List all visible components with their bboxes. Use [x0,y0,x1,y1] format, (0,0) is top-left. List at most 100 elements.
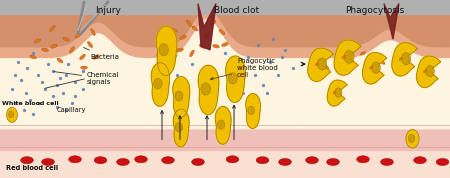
Text: Injury: Injury [95,6,121,15]
Ellipse shape [333,91,336,94]
Ellipse shape [210,20,216,26]
Ellipse shape [80,54,86,60]
Ellipse shape [70,47,74,53]
Ellipse shape [75,33,81,38]
Ellipse shape [162,157,175,164]
Text: Red blood cell: Red blood cell [6,165,58,171]
Ellipse shape [68,156,81,163]
Ellipse shape [356,156,369,163]
Ellipse shape [199,44,206,48]
Ellipse shape [381,158,393,166]
Ellipse shape [325,65,329,70]
Ellipse shape [81,66,87,69]
Ellipse shape [335,88,342,97]
Text: Blood clot: Blood clot [215,6,260,15]
Ellipse shape [176,123,183,132]
Ellipse shape [171,28,177,32]
Polygon shape [308,48,333,81]
Ellipse shape [402,55,408,59]
Ellipse shape [217,120,225,129]
Text: Chemical
signals: Chemical signals [54,72,119,85]
Ellipse shape [91,29,95,35]
Polygon shape [327,80,347,106]
Ellipse shape [192,158,204,166]
Ellipse shape [315,62,319,66]
Ellipse shape [279,158,292,166]
Ellipse shape [34,39,40,43]
Polygon shape [198,65,219,115]
Ellipse shape [57,58,63,63]
Polygon shape [156,26,177,75]
Polygon shape [215,106,231,144]
Polygon shape [363,53,387,84]
Ellipse shape [171,55,177,59]
Ellipse shape [135,156,148,163]
Ellipse shape [117,158,130,166]
Ellipse shape [153,78,162,89]
Polygon shape [198,4,216,50]
Ellipse shape [327,158,339,166]
Text: Bacteria: Bacteria [84,47,119,60]
Ellipse shape [94,157,107,164]
Polygon shape [226,56,245,103]
Ellipse shape [342,55,346,59]
Ellipse shape [406,130,419,148]
Ellipse shape [256,157,269,164]
Ellipse shape [175,91,183,101]
Ellipse shape [7,107,18,122]
Ellipse shape [159,44,168,56]
Text: White blood cell: White blood cell [1,101,58,106]
Ellipse shape [436,158,449,166]
Polygon shape [173,109,189,147]
Polygon shape [173,77,190,117]
Ellipse shape [426,66,435,77]
Ellipse shape [21,157,33,164]
Ellipse shape [190,50,194,57]
Ellipse shape [162,29,168,35]
Ellipse shape [165,40,171,45]
Ellipse shape [201,83,211,95]
Ellipse shape [226,156,239,163]
Polygon shape [384,4,399,39]
Ellipse shape [63,37,69,41]
Ellipse shape [213,44,219,48]
Ellipse shape [192,26,198,31]
Ellipse shape [93,55,99,59]
Polygon shape [417,56,441,88]
Ellipse shape [409,134,414,143]
Text: Phagocytic
white blood
cell: Phagocytic white blood cell [211,58,278,80]
Polygon shape [392,43,417,76]
Ellipse shape [9,111,13,118]
Ellipse shape [156,51,162,56]
Polygon shape [151,63,170,106]
Text: Phagocytosis: Phagocytosis [346,6,405,15]
Ellipse shape [360,52,366,55]
Ellipse shape [30,55,36,59]
Polygon shape [246,94,261,129]
Ellipse shape [248,106,255,115]
Ellipse shape [187,20,191,26]
Ellipse shape [42,48,48,52]
Ellipse shape [204,33,210,39]
Ellipse shape [344,51,354,63]
Ellipse shape [50,26,55,31]
Ellipse shape [423,70,427,73]
Ellipse shape [177,48,183,52]
Polygon shape [334,40,361,75]
Ellipse shape [219,29,225,35]
Ellipse shape [380,60,385,64]
Ellipse shape [414,157,427,164]
Ellipse shape [51,44,57,48]
Ellipse shape [320,55,325,59]
Ellipse shape [222,43,228,46]
Ellipse shape [317,58,327,70]
Ellipse shape [339,48,345,52]
Ellipse shape [401,53,411,65]
Text: Capillary: Capillary [57,107,86,113]
Ellipse shape [399,57,403,60]
Ellipse shape [228,73,237,84]
Ellipse shape [369,66,373,69]
Ellipse shape [372,62,381,73]
Ellipse shape [41,158,54,166]
Ellipse shape [180,35,186,39]
